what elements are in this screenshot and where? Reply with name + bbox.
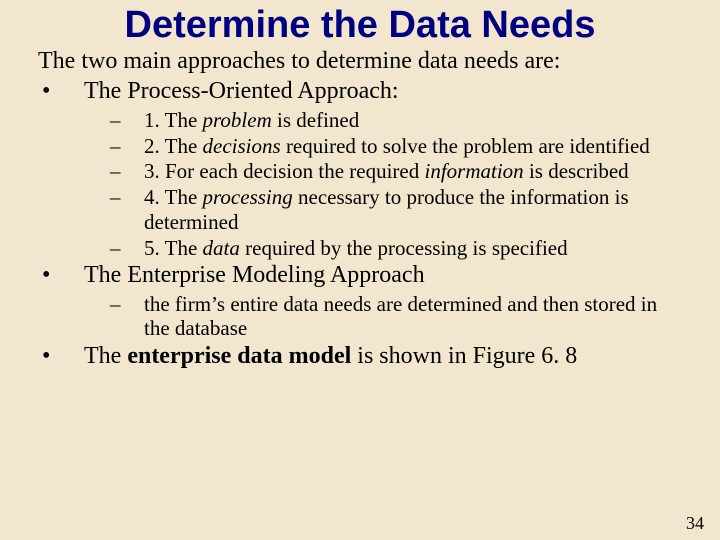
slide: Determine the Data Needs The two main ap…	[0, 0, 720, 540]
sub-bullet-text: the firm’s entire data needs are determi…	[144, 292, 682, 342]
bullet-text: The enterprise data model is shown in Fi…	[84, 342, 682, 370]
dash-mark: –	[110, 236, 144, 261]
dash-mark: –	[110, 108, 144, 133]
sub-bullet-text: 5. The data required by the processing i…	[144, 236, 682, 261]
sub-bullet-2: – 2. The decisions required to solve the…	[38, 134, 682, 159]
dash-mark: –	[110, 292, 144, 342]
page-number: 34	[686, 513, 704, 534]
bullet-text: The Enterprise Modeling Approach	[84, 261, 682, 289]
bullet-text: The Process-Oriented Approach:	[84, 77, 682, 105]
sub-bullet-text: 4. The processing necessary to produce t…	[144, 185, 682, 235]
dash-mark: –	[110, 185, 144, 235]
bullet-enterprise-data-model: • The enterprise data model is shown in …	[38, 342, 682, 370]
sub-bullet-3: – 3. For each decision the required info…	[38, 159, 682, 184]
intro-text: The two main approaches to determine dat…	[38, 48, 682, 76]
sub-bullet-text: 3. For each decision the required inform…	[144, 159, 682, 184]
sub-bullet-5: – 5. The data required by the processing…	[38, 236, 682, 261]
sub-bullet-text: 2. The decisions required to solve the p…	[144, 134, 682, 159]
bullet-mark: •	[38, 77, 84, 105]
sub-bullet-4: – 4. The processing necessary to produce…	[38, 185, 682, 235]
sub-bullet-1: – 1. The problem is defined	[38, 108, 682, 133]
bullet-approach-process: • The Process-Oriented Approach:	[38, 77, 682, 105]
bullet-mark: •	[38, 261, 84, 289]
slide-title: Determine the Data Needs	[38, 6, 682, 46]
dash-mark: –	[110, 159, 144, 184]
bullet-mark: •	[38, 342, 84, 370]
bullet-approach-enterprise: • The Enterprise Modeling Approach	[38, 261, 682, 289]
sub-bullet-text: 1. The problem is defined	[144, 108, 682, 133]
sub-bullet-enterprise-1: – the firm’s entire data needs are deter…	[38, 292, 682, 342]
dash-mark: –	[110, 134, 144, 159]
